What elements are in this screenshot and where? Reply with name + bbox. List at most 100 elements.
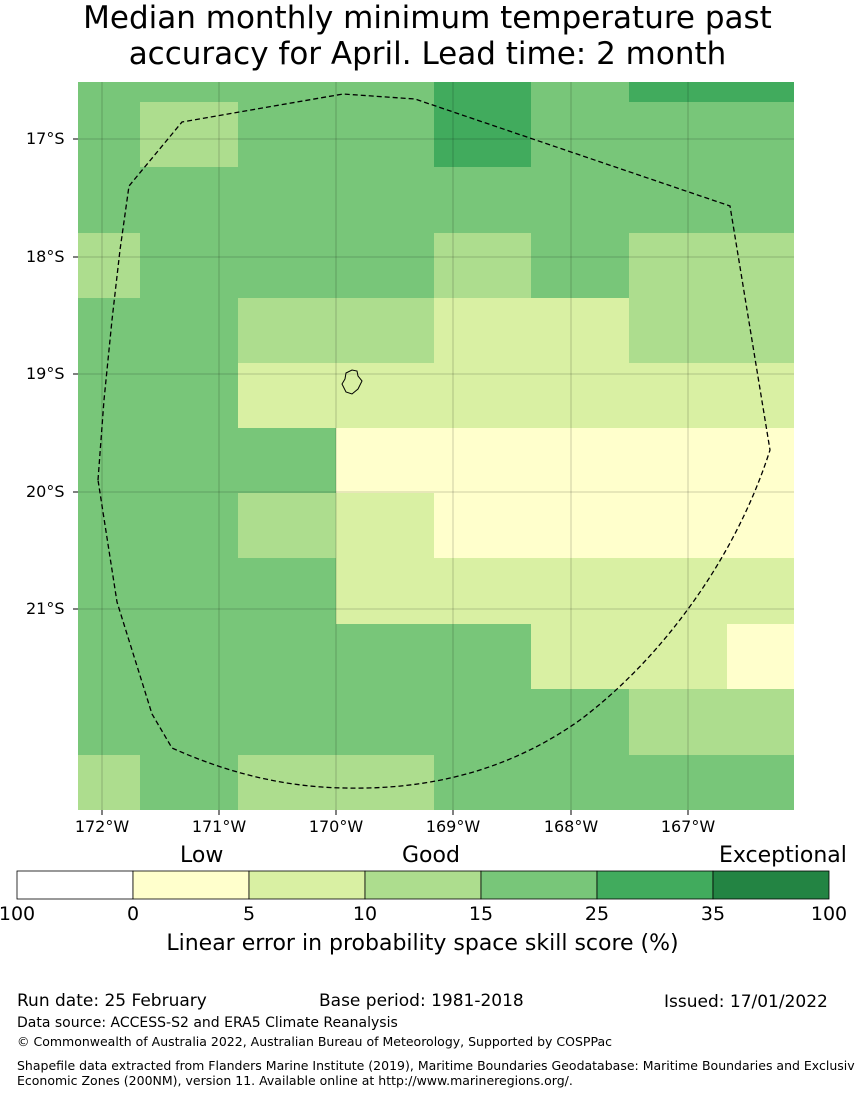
skill-cell [727, 298, 794, 363]
skill-cell [727, 624, 794, 689]
colorbar-segment [16, 870, 134, 900]
eez-boundary [97, 93, 771, 789]
skill-cell [531, 624, 629, 689]
colorbar [16, 870, 830, 900]
skill-cell [238, 102, 336, 167]
skill-cell [629, 82, 727, 102]
skill-cell [629, 363, 727, 428]
skill-cell [531, 558, 629, 624]
skill-cell [336, 298, 434, 363]
skill-cell [140, 363, 238, 428]
skill-cell [78, 624, 140, 689]
colorbar-segment [480, 870, 598, 900]
skill-cell [140, 755, 238, 810]
colorbar-segment [364, 870, 482, 900]
skill-cell [78, 363, 140, 428]
skill-cell [336, 689, 434, 755]
skill-cell [336, 102, 434, 167]
skill-cell [727, 82, 794, 102]
skill-cell [727, 755, 794, 810]
skill-cell [531, 167, 629, 233]
colorbar-tick: 5 [242, 903, 256, 925]
skill-cell [336, 82, 434, 102]
skill-cell [434, 428, 531, 493]
skill-cell [336, 624, 434, 689]
skill-cell [434, 493, 531, 558]
skill-cell [78, 82, 140, 102]
longitude-ticks [101, 810, 689, 815]
category-low: Low [180, 843, 224, 868]
skill-cell [434, 102, 531, 167]
skill-cell [531, 102, 629, 167]
skill-cell [629, 624, 727, 689]
skill-cell [629, 689, 727, 755]
skill-cell [238, 689, 336, 755]
skill-cell [434, 755, 531, 810]
colorbar-tick: 0 [126, 903, 140, 925]
skill-cell [629, 102, 727, 167]
skill-cell [434, 167, 531, 233]
skill-cell [434, 82, 531, 102]
skill-cell [629, 167, 727, 233]
skill-cell [238, 167, 336, 233]
lon-label: 170°W [308, 817, 364, 836]
shapefile-credit-line-1: Shapefile data extracted from Flanders M… [17, 1058, 855, 1073]
category-exceptional: Exceptional [719, 843, 847, 868]
skill-cell [629, 493, 727, 558]
skill-cell [238, 493, 336, 558]
skill-cell [434, 233, 531, 298]
skill-cell [531, 298, 629, 363]
island-outline [341, 369, 363, 395]
map-title-line-1: Median monthly minimum temperature past [83, 0, 772, 36]
skill-cell [78, 428, 140, 493]
skill-cell [531, 363, 629, 428]
skill-cell [78, 233, 140, 298]
skill-cell [140, 102, 238, 167]
skill-cell [336, 428, 434, 493]
colorbar-tick: 100 [810, 903, 848, 925]
lon-label: 172°W [74, 817, 130, 836]
skill-cell [140, 167, 238, 233]
data-source: Data source: ACCESS-S2 and ERA5 Climate … [17, 1015, 398, 1031]
skill-grid [78, 82, 794, 810]
colorbar-tick: 35 [700, 903, 726, 925]
skill-cell [434, 558, 531, 624]
run-date: Run date: 25 February [17, 991, 207, 1011]
skill-cell [78, 167, 140, 233]
skill-cell [727, 428, 794, 493]
latitude-ticks [73, 138, 78, 610]
skill-cell [531, 755, 629, 810]
skill-cell [140, 428, 238, 493]
skill-cell [531, 493, 629, 558]
colorbar-tick: 15 [468, 903, 494, 925]
skill-cell [140, 82, 238, 102]
colorbar-tick: 10 [352, 903, 378, 925]
skill-cell [78, 755, 140, 810]
skill-cell [78, 298, 140, 363]
lon-label: 169°W [425, 817, 481, 836]
skill-cell [727, 167, 794, 233]
skill-cell [434, 298, 531, 363]
skill-cell [727, 558, 794, 624]
skill-cell [238, 624, 336, 689]
colorbar-tick: 25 [584, 903, 610, 925]
skill-cell [336, 167, 434, 233]
skill-cell [727, 102, 794, 167]
skill-cell [629, 755, 727, 810]
skill-cell [531, 689, 629, 755]
skill-cell [531, 428, 629, 493]
skill-cell [140, 558, 238, 624]
colorbar-segment [712, 870, 830, 900]
colorbar-segment [596, 870, 714, 900]
lon-label: 168°W [543, 817, 599, 836]
map-gridlines [78, 82, 794, 810]
lon-label: 171°W [191, 817, 247, 836]
lat-label: 18°S [26, 247, 65, 266]
colorbar-segment [248, 870, 366, 900]
skill-cell [531, 82, 629, 102]
skill-cell [238, 298, 336, 363]
lon-label: 167°W [660, 817, 716, 836]
skill-cell [238, 233, 336, 298]
skill-cell [434, 624, 531, 689]
skill-cell [629, 428, 727, 493]
